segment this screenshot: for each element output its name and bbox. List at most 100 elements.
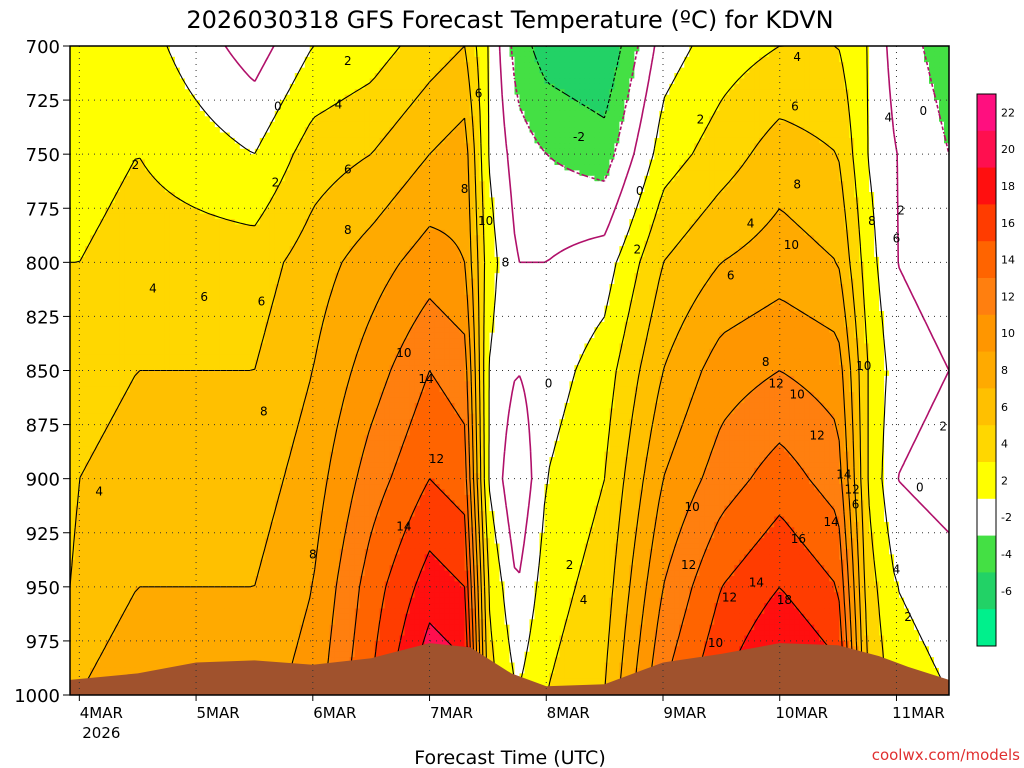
heat-cell — [709, 170, 715, 177]
heat-cell — [269, 105, 276, 112]
heat-cell — [919, 186, 925, 193]
heat-cell — [224, 148, 231, 155]
heat-cell — [159, 181, 166, 188]
heat-cell — [794, 127, 800, 134]
heat-cell — [434, 192, 441, 199]
heat-cell — [99, 148, 106, 155]
heat-cell — [454, 159, 461, 166]
heat-cell — [514, 116, 521, 123]
heat-cell — [729, 78, 735, 85]
heat-cell — [679, 46, 685, 53]
heat-cell — [909, 127, 915, 134]
heat-cell — [259, 143, 266, 150]
heat-cell — [89, 56, 96, 63]
heat-cell — [364, 94, 371, 101]
heat-cell — [664, 181, 670, 188]
heat-cell — [714, 154, 720, 161]
heat-cell — [309, 186, 316, 193]
heat-cell — [829, 83, 835, 90]
heat-cell — [314, 62, 321, 69]
heat-cell — [364, 192, 371, 199]
heat-cell — [259, 175, 266, 182]
heat-cell — [354, 181, 361, 188]
heat-cell — [909, 67, 915, 74]
heat-cell — [694, 56, 700, 63]
heat-cell — [379, 105, 386, 112]
heat-cell — [224, 100, 231, 107]
heat-cell — [614, 83, 620, 90]
heat-cell — [619, 170, 625, 177]
heat-cell — [769, 94, 775, 101]
heat-cell — [524, 110, 531, 117]
heat-cell — [549, 137, 556, 144]
heat-cell — [299, 197, 306, 204]
heat-cell — [864, 143, 870, 150]
heat-cell — [324, 78, 331, 85]
heat-cell — [699, 181, 705, 188]
heat-cell — [384, 62, 391, 69]
heat-cell — [429, 181, 436, 188]
heat-cell — [759, 51, 765, 58]
heat-cell — [354, 192, 361, 199]
heat-cell — [174, 56, 181, 63]
heat-cell — [944, 46, 949, 53]
heat-cell — [179, 143, 186, 150]
heat-cell — [289, 127, 296, 134]
heat-cell — [249, 51, 256, 58]
heat-cell — [784, 78, 790, 85]
heat-cell — [589, 62, 595, 69]
heat-cell — [159, 94, 166, 101]
heat-cell — [424, 110, 431, 117]
heat-cell — [159, 121, 166, 128]
heat-cell — [774, 94, 780, 101]
heat-cell — [484, 192, 491, 199]
heat-cell — [304, 67, 311, 74]
heat-cell — [119, 137, 126, 144]
heat-cell — [74, 137, 81, 144]
heat-cell — [424, 94, 431, 101]
heat-cell — [79, 154, 86, 161]
heat-cell — [209, 56, 216, 63]
heat-cell — [164, 83, 171, 90]
heat-cell — [249, 116, 256, 123]
heat-cell — [319, 159, 326, 166]
heat-cell — [694, 143, 700, 150]
heat-cell — [454, 51, 461, 58]
heat-cell — [929, 105, 935, 112]
heat-cell — [239, 110, 246, 117]
heat-cell — [119, 164, 126, 171]
heat-cell — [299, 105, 306, 112]
heat-cell — [749, 73, 755, 80]
heat-cell — [444, 186, 451, 193]
heat-cell — [104, 164, 111, 171]
heat-cell — [874, 100, 880, 107]
heat-cell — [399, 73, 406, 80]
heat-cell — [914, 62, 920, 69]
heat-cell — [109, 116, 116, 123]
heat-cell — [184, 148, 191, 155]
heat-cell — [169, 148, 176, 155]
heat-cell — [279, 164, 286, 171]
heat-cell — [894, 78, 900, 85]
heat-cell — [834, 148, 840, 155]
heat-cell — [149, 181, 156, 188]
heat-cell — [89, 110, 96, 117]
heat-cell — [404, 110, 411, 117]
heat-cell — [544, 159, 551, 166]
heat-cell — [459, 164, 466, 171]
heat-cell — [589, 186, 595, 193]
heat-cell — [149, 186, 156, 193]
heat-cell — [94, 159, 101, 166]
heat-cell — [214, 148, 221, 155]
heat-cell — [929, 116, 935, 123]
heat-cell — [449, 121, 456, 128]
heat-cell — [444, 56, 451, 63]
heat-cell — [104, 143, 111, 150]
heat-cell — [149, 159, 156, 166]
heat-cell — [349, 159, 356, 166]
heat-cell — [104, 132, 111, 139]
heat-cell — [659, 164, 665, 171]
heat-cell — [569, 89, 576, 96]
heat-cell — [344, 154, 351, 161]
heat-cell — [409, 181, 416, 188]
